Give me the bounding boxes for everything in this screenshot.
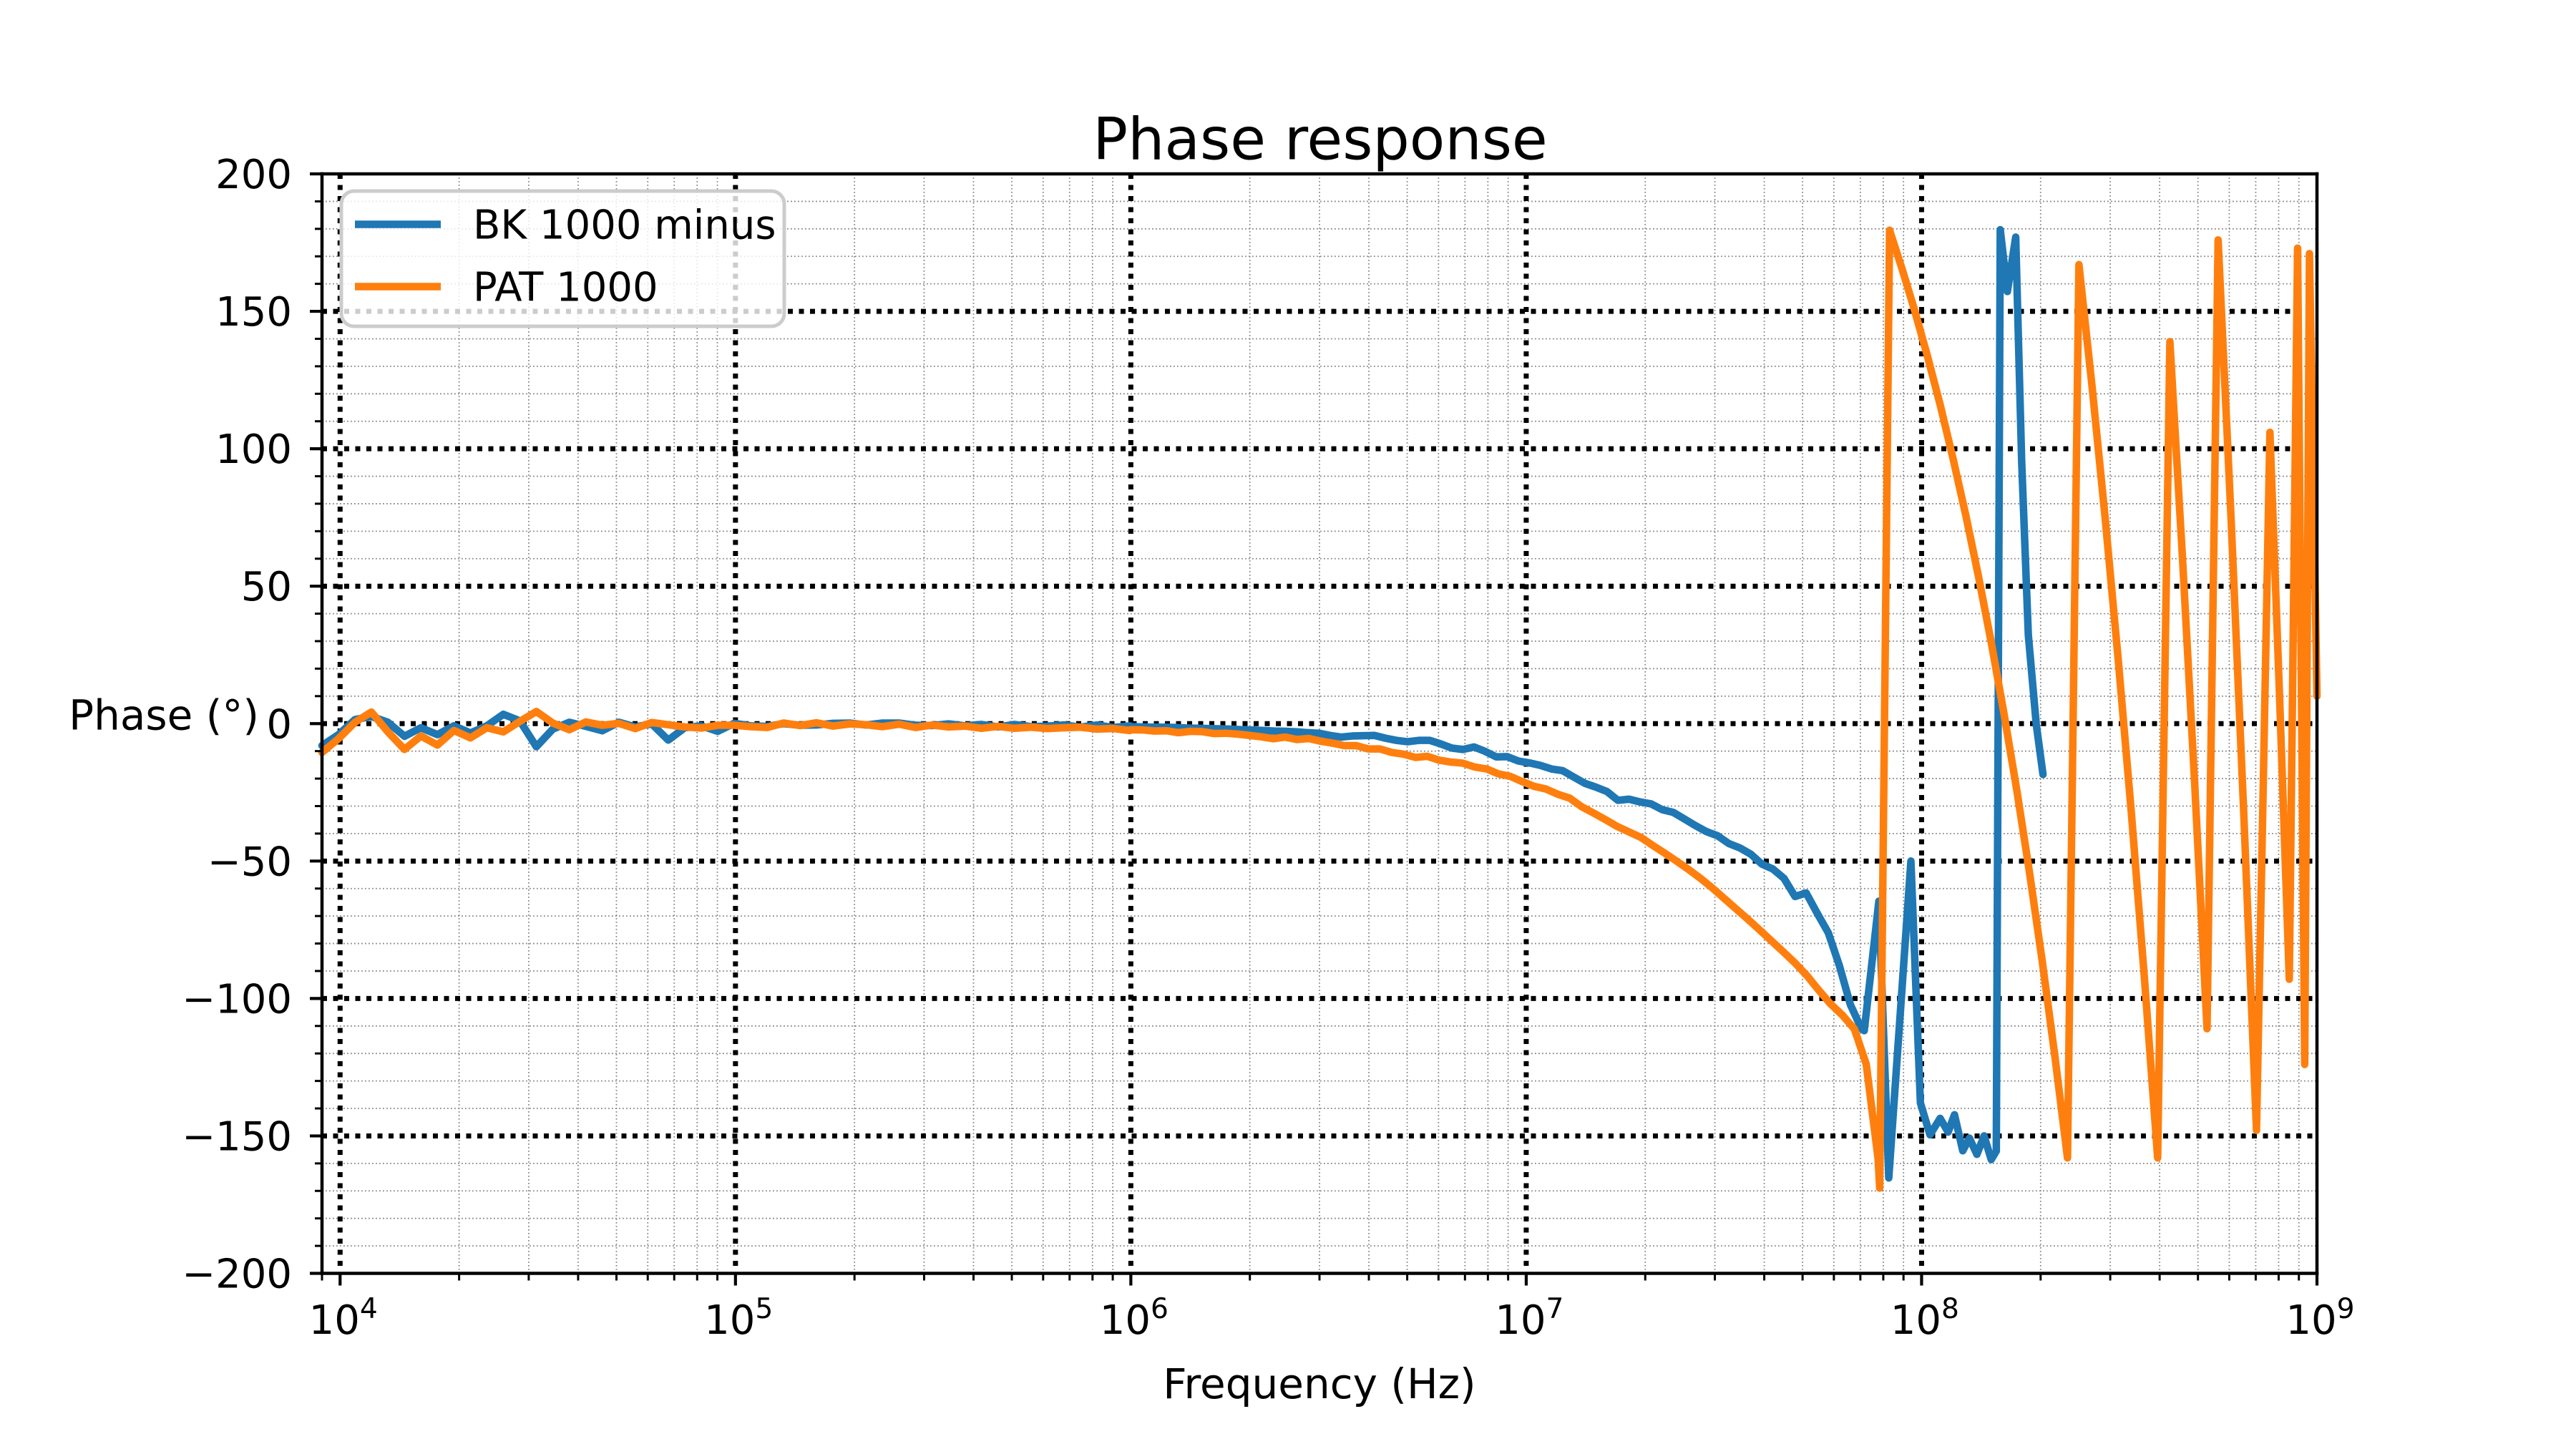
x-tick-label: 108 bbox=[1890, 1293, 1959, 1344]
minor-ticks bbox=[315, 200, 2301, 1281]
y-tick-label: 200 bbox=[215, 152, 292, 198]
y-tick-label: 100 bbox=[215, 426, 292, 473]
x-tick-mantissa: 10 bbox=[1890, 1297, 1941, 1344]
x-tick-label: 109 bbox=[2285, 1293, 2354, 1344]
x-tick-label: 105 bbox=[704, 1293, 773, 1344]
y-axis-label: Phase (°) bbox=[69, 691, 259, 739]
x-tick-mantissa: 10 bbox=[2285, 1297, 2336, 1344]
x-tick-label: 106 bbox=[1100, 1293, 1169, 1344]
x-tick-exponent: 4 bbox=[360, 1293, 378, 1325]
x-tick-label: 107 bbox=[1495, 1293, 1563, 1344]
x-tick-exponent: 5 bbox=[755, 1293, 773, 1325]
y-tick-label: −150 bbox=[182, 1113, 292, 1160]
y-tick-label: 0 bbox=[266, 701, 292, 748]
legend: BK 1000 minus PAT 1000 bbox=[339, 189, 786, 328]
legend-label: PAT 1000 bbox=[473, 265, 658, 311]
x-tick-exponent: 6 bbox=[1151, 1293, 1169, 1325]
major-ticks bbox=[310, 172, 2319, 1286]
x-tick-exponent: 7 bbox=[1546, 1293, 1563, 1325]
legend-label: BK 1000 minus bbox=[473, 203, 776, 249]
minor-gridlines bbox=[322, 174, 2317, 1274]
x-tick-mantissa: 10 bbox=[1100, 1297, 1151, 1344]
y-tick-label: −50 bbox=[208, 839, 292, 885]
x-tick-label: 104 bbox=[309, 1293, 378, 1344]
x-axis-label: Frequency (Hz) bbox=[1163, 1360, 1475, 1408]
y-tick-label: −100 bbox=[182, 976, 292, 1023]
chart-title: Phase response bbox=[1093, 107, 1548, 174]
x-tick-mantissa: 10 bbox=[704, 1297, 755, 1344]
y-tick-label: 50 bbox=[241, 564, 292, 610]
series-line-pat-1000 bbox=[318, 226, 2321, 1192]
y-tick-label: 150 bbox=[215, 289, 292, 336]
legend-box bbox=[339, 189, 786, 328]
x-tick-mantissa: 10 bbox=[1495, 1297, 1546, 1344]
x-tick-exponent: 9 bbox=[2337, 1293, 2355, 1325]
x-tick-exponent: 8 bbox=[1941, 1293, 1959, 1325]
y-tick-label: −200 bbox=[182, 1252, 292, 1298]
x-tick-mantissa: 10 bbox=[309, 1297, 360, 1344]
